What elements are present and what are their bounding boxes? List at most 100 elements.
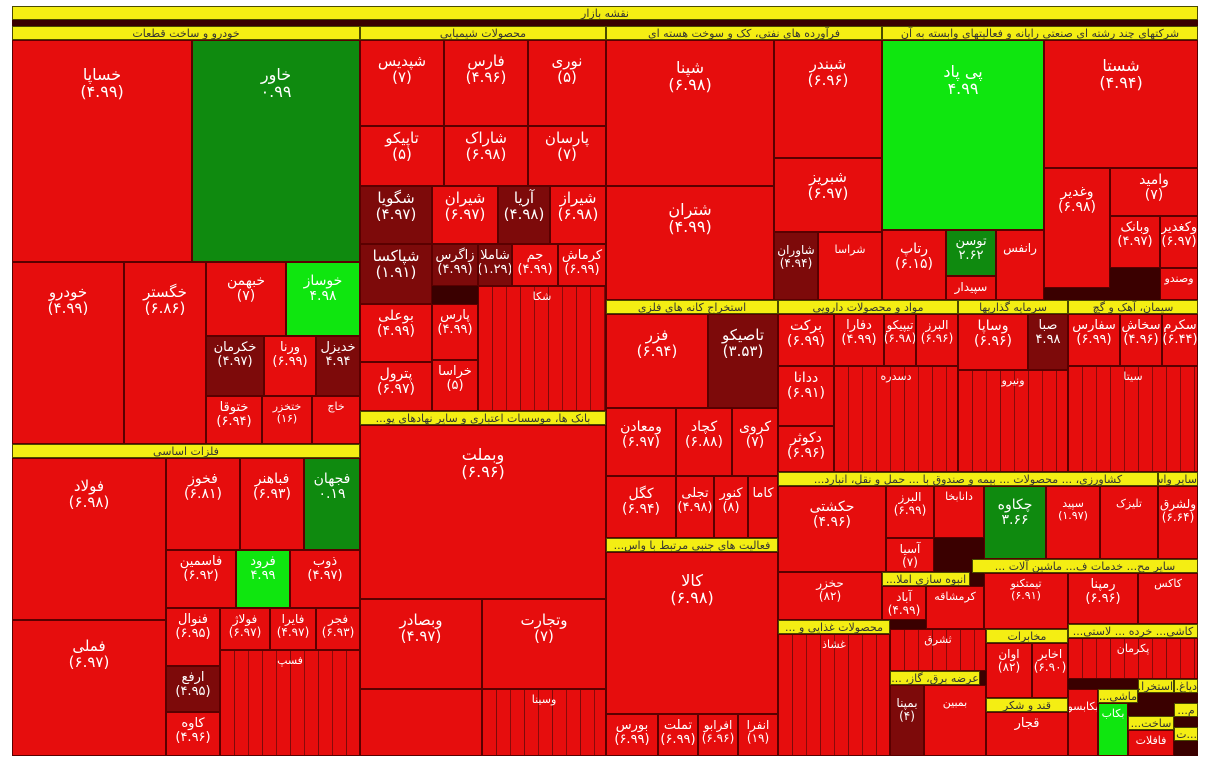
stock-tile-shabriz[interactable]: شبریز (۶.۹۷) bbox=[774, 158, 882, 232]
stock-tile-chemsmall[interactable]: شکا bbox=[478, 286, 606, 411]
stock-tile-asia[interactable]: آسیا (۷) bbox=[886, 538, 934, 572]
stock-tile-shamla[interactable]: شاملا(۱.۲۹) bbox=[478, 244, 512, 286]
stock-tile-kegol[interactable]: کگل (۶.۹۴) bbox=[606, 476, 676, 538]
stock-tile-hakhaz[interactable]: حخزر (۸۲) bbox=[778, 572, 882, 620]
stock-tile-kechad[interactable]: کچاد (۶.۸۸) bbox=[676, 408, 732, 476]
sector-header-mining[interactable]: استخراج کانه های فلزی bbox=[606, 300, 778, 314]
stock-tile-khosaz[interactable]: خوساز ۴.۹۸ bbox=[286, 262, 360, 336]
stock-tile-shtran[interactable]: شتران (۴.۹۹) bbox=[606, 186, 774, 300]
sector-header-retail[interactable]: کاشی... خرده ... لاستی... bbox=[1068, 624, 1198, 638]
stock-tile-tosan[interactable]: توسن ۲.۶۲ bbox=[946, 230, 996, 276]
stock-tile-shbandar[interactable]: شبندر (۶.۹۶) bbox=[774, 40, 882, 158]
stock-tile-bourse[interactable]: بورس (۶.۹۹) bbox=[606, 714, 658, 756]
stock-tile-pars[interactable]: پارس (۴.۹۹) bbox=[432, 304, 478, 360]
stock-tile-fasamin[interactable]: فاسمین (۶.۹۲) bbox=[166, 550, 236, 608]
sector-header-m3[interactable]: م... bbox=[1174, 703, 1198, 717]
stock-tile-alborzi[interactable]: البرز (۶.۹۹) bbox=[886, 486, 934, 538]
stock-tile-dafara[interactable]: دفارا (۴.۹۹) bbox=[834, 314, 884, 366]
stock-tile-arya[interactable]: آریا (۴.۹۸) bbox=[498, 186, 550, 244]
sector-header-cement[interactable]: سیمان، آهک و گچ bbox=[1068, 300, 1198, 314]
stock-tile-folaj[interactable]: فولاژ (۶.۹۷) bbox=[220, 608, 270, 650]
stock-tile-fameli[interactable]: فملی (۶.۹۷) bbox=[12, 620, 166, 756]
stock-tile-khbahman[interactable]: خبهمن (۷) bbox=[206, 262, 286, 336]
stock-tile-kala[interactable]: کالا (۶.۹۸) bbox=[606, 552, 778, 714]
stock-tile-shiraz[interactable]: شیراز (۶.۹۸) bbox=[550, 186, 606, 244]
stock-tile-fafalat[interactable]: فافلات bbox=[1128, 730, 1174, 756]
sector-header-sugar[interactable]: قند و شکر bbox=[986, 698, 1068, 712]
stock-tile-chakaveh[interactable]: چکاوه ۳.۶۶ bbox=[984, 486, 1046, 559]
stock-tile-kroy[interactable]: کروی (۷) bbox=[732, 408, 778, 476]
stock-tile-khgostar[interactable]: خگستر (۶.۸۶) bbox=[124, 262, 206, 444]
stock-tile-fakhooz[interactable]: فخوز (۶.۸۱) bbox=[166, 458, 240, 550]
stock-tile-khavar[interactable]: خاور ۰.۹۹ bbox=[192, 40, 360, 262]
stock-tile-fajahan[interactable]: فجهان ۰.۱۹ bbox=[304, 458, 360, 550]
stock-tile-afrab[interactable]: افرابو (۶.۹۶) bbox=[698, 714, 738, 756]
sector-header-bank[interactable]: بانک ها، موسسات اعتباری و سایر نهادهای پ… bbox=[360, 411, 606, 425]
sector-header-food[interactable]: محصولات غذایی و ... bbox=[778, 620, 890, 634]
stock-tile-abad[interactable]: آباد (۴.۹۹) bbox=[882, 586, 926, 620]
stock-tile-elecsmall[interactable]: ثشرق bbox=[890, 629, 986, 671]
stock-tile-sepidkak[interactable]: سپید (۱.۹۷) bbox=[1046, 486, 1100, 559]
stock-tile-vabemellat[interactable]: وبملت (۶.۹۶) bbox=[360, 425, 606, 599]
stock-tile-saba[interactable]: صبا ۴.۹۸ bbox=[1028, 314, 1068, 370]
stock-tile-khtoga[interactable]: ختوقا (۶.۹۴) bbox=[206, 396, 262, 444]
stock-tile-retailsmall[interactable]: پکرمان bbox=[1068, 638, 1198, 679]
sector-header-invest[interactable]: سرمایه گذاریها bbox=[958, 300, 1068, 314]
stock-tile-farood[interactable]: فرود ۴.۹۹ bbox=[236, 550, 290, 608]
stock-tile-varna[interactable]: ورنا (۶.۹۹) bbox=[264, 336, 316, 396]
stock-tile-tapisko[interactable]: تاصیکو (۳.۵۳) bbox=[708, 314, 778, 408]
stock-tile-retaillow[interactable]: بکابسو bbox=[1068, 689, 1098, 756]
stock-tile-zob[interactable]: ذوب (۴.۹۷) bbox=[290, 550, 360, 608]
stock-tile-jam[interactable]: جم (۴.۹۹) bbox=[512, 244, 558, 286]
stock-tile-vasandoq[interactable]: وصندو bbox=[1160, 268, 1198, 300]
stock-tile-vaomid[interactable]: وامید (۷) bbox=[1110, 168, 1198, 216]
stock-tile-shepna[interactable]: شپنا (۶.۹۸) bbox=[606, 40, 774, 186]
stock-tile-tapiko[interactable]: تاپیکو (۵) bbox=[360, 126, 444, 186]
stock-tile-vatejarat[interactable]: وتجارت (۷) bbox=[482, 599, 606, 689]
stock-tile-telizak[interactable]: تلیزک bbox=[1100, 486, 1158, 559]
stock-tile-khach[interactable]: خاچ bbox=[312, 396, 360, 444]
stock-tile-vebsaderlow[interactable] bbox=[360, 689, 482, 756]
stock-tile-vaghadr[interactable]: وکغدیر (۶.۹۷) bbox=[1160, 216, 1198, 268]
stock-tile-shpaksa[interactable]: شپاکسا (۱.۹۱) bbox=[360, 244, 432, 304]
stock-tile-dekoser[interactable]: دکوثر (۶.۹۶) bbox=[778, 426, 834, 472]
stock-tile-ranfos[interactable]: رانفس bbox=[996, 230, 1044, 300]
stock-tile-rampina[interactable]: رمپنا (۶.۹۶) bbox=[1068, 573, 1138, 624]
stock-tile-shavran[interactable]: شاوران (۴.۹۴) bbox=[774, 232, 818, 300]
stock-tile-khorasan[interactable]: خراسا (۵) bbox=[432, 360, 478, 411]
sector-header-oil[interactable]: فرآورده های نفتی، کک و سوخت هسته ای bbox=[606, 26, 882, 40]
stock-tile-khodro[interactable]: خودرو (۴.۹۹) bbox=[12, 262, 124, 444]
sector-header-multi[interactable]: شرکتهای چند رشته ای صنعتی رایانه و فعالی… bbox=[882, 26, 1198, 40]
stock-tile-fazar[interactable]: فزر (۶.۹۴) bbox=[606, 314, 708, 408]
stock-tile-kermash[interactable]: کرماش (۶.۹۹) bbox=[558, 244, 606, 286]
stock-tile-bamapna[interactable]: بمپنا (۴) bbox=[890, 685, 924, 756]
stock-tile-dadana[interactable]: ددانا (۶.۹۱) bbox=[778, 366, 834, 426]
sector-header-m4[interactable]: ...ت... bbox=[1174, 727, 1198, 741]
stock-tile-shrans[interactable]: شراسا bbox=[818, 232, 882, 300]
stock-tile-faira[interactable]: فایرا (۴.۹۷) bbox=[270, 608, 316, 650]
stock-tile-hakashti[interactable]: حکشتی (۴.۹۶) bbox=[778, 486, 886, 572]
sector-header-dyag[interactable]: دیاغ... bbox=[1174, 679, 1198, 693]
stock-tile-banksmall[interactable]: وسینا bbox=[482, 689, 606, 756]
stock-tile-arfa[interactable]: ارفع (۴.۹۵) bbox=[166, 666, 220, 712]
sector-header-auto[interactable]: خودرو و ساخت قطعات bbox=[12, 26, 360, 40]
sector-header-other1[interactable]: سایر واس... bbox=[1158, 472, 1198, 486]
stock-tile-fajr[interactable]: فجر (۶.۹۳) bbox=[316, 608, 360, 650]
sector-header-pharma[interactable]: مواد و محصولات دارویی bbox=[778, 300, 958, 314]
stock-tile-vabank[interactable]: وبانک (۴.۹۷) bbox=[1110, 216, 1160, 268]
stock-tile-vasapa[interactable]: وساپا (۶.۹۶) bbox=[958, 314, 1028, 370]
stock-tile-sepidar[interactable]: سپیدار bbox=[946, 276, 996, 300]
stock-tile-boali[interactable]: بوعلی (۴.۹۹) bbox=[360, 304, 432, 362]
stock-tile-cementsmall[interactable]: سیتا bbox=[1068, 366, 1198, 472]
stock-tile-petrol[interactable]: پترول (۶.۹۷) bbox=[360, 362, 432, 411]
stock-tile-alborz[interactable]: البرز (۶.۹۶) bbox=[916, 314, 958, 366]
stock-tile-fenval[interactable]: فنوال (۶.۹۵) bbox=[166, 608, 220, 666]
stock-tile-khkerman[interactable]: خکرمان (۴.۹۷) bbox=[206, 336, 264, 396]
stock-tile-sekhash[interactable]: سخاش (۴.۹۶) bbox=[1120, 314, 1162, 366]
stock-tile-vebsader[interactable]: وبصادر (۴.۹۷) bbox=[360, 599, 482, 689]
stock-tile-fars[interactable]: فارس (۴.۹۶) bbox=[444, 40, 528, 126]
sector-header-build[interactable]: ساخت... bbox=[1128, 716, 1174, 730]
stock-tile-rotap[interactable]: رتاپ (۶.۱۵) bbox=[882, 230, 946, 300]
stock-tile-danabakh[interactable]: دانابخا bbox=[934, 486, 984, 538]
stock-tile-zagros[interactable]: زاگرس (۴.۹۹) bbox=[432, 244, 478, 286]
